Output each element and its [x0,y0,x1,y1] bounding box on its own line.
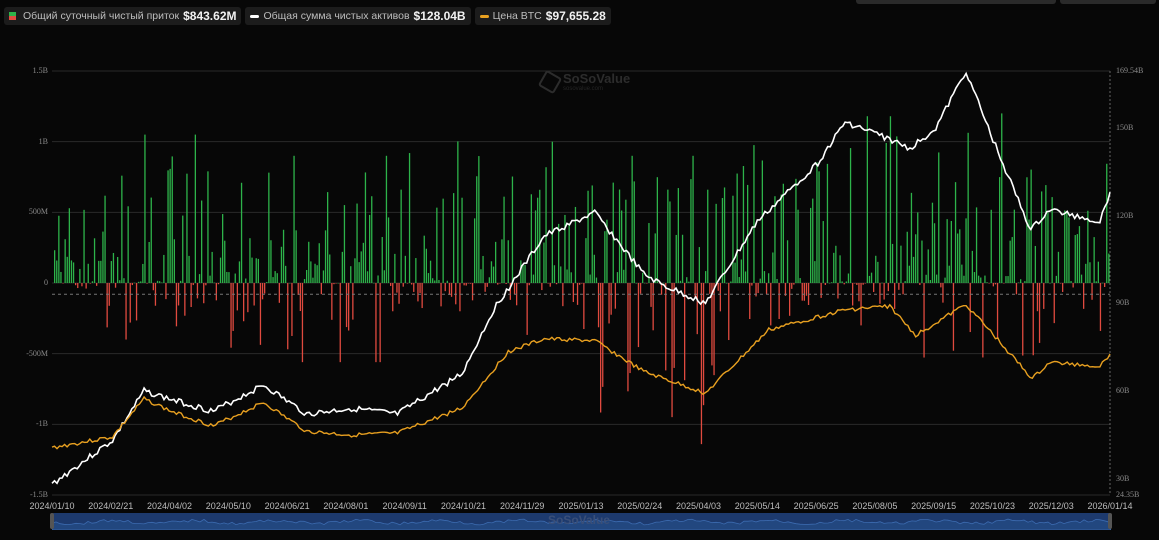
x-axis-tick: 2024/08/01 [323,501,369,511]
btc-price-line [51,303,1111,450]
right-axis-tick: 169.54B [1116,66,1144,75]
legend-label: Цена BTC [492,10,542,22]
left-axis-tick: -500M [26,348,48,358]
legend-item-daily-inflow[interactable]: Общий суточный чистый приток $843.62M [4,7,242,25]
x-axis-tick: 2025/12/03 [1028,501,1074,511]
legend-value: $843.62M [183,9,237,23]
legend-item-net-assets[interactable]: Общая сумма чистых активов $128.04B [245,7,471,25]
left-axis-tick: -1B [36,419,48,429]
watermark-logo-small: SoSoValue [548,513,611,527]
navigator-left-handle[interactable] [50,513,54,529]
left-axis-tick: 500M [28,207,48,217]
legend-label: Общий суточный чистый приток [23,10,180,22]
net-assets-line [51,71,1111,485]
x-axis-tick: 2025/05/14 [734,501,780,511]
line-icon [250,14,260,18]
x-axis-tick: 2025/04/03 [676,501,722,511]
left-axis-tick: 1.5B [32,66,48,75]
right-axis-tick: 90B [1116,298,1130,308]
x-axis-tick: 2026/01/14 [1087,501,1133,511]
right-axis-tick: 60B [1116,385,1130,395]
right-axis-tick: 30B [1116,473,1130,483]
x-axis-tick: 2025/01/13 [558,501,604,511]
legend-value: $128.04B [413,9,466,23]
x-axis-tick: 2025/08/05 [852,501,898,511]
right-axis-tick: 24.35B [1116,490,1140,499]
navigator-right-handle[interactable] [1108,513,1112,529]
legend-item-btc-price[interactable]: Цена BTC $97,655.28 [474,7,611,25]
line-icon [479,14,489,18]
right-axis-tick: 150B [1116,123,1134,133]
x-axis-tick: 2025/09/15 [911,501,957,511]
x-axis-tick: 2025/10/23 [969,501,1015,511]
x-axis-tick: 2024/04/02 [147,501,193,511]
x-axis-tick: 2024/02/21 [88,501,134,511]
bar-icon [9,12,16,20]
chart-legend: Общий суточный чистый приток $843.62M Об… [4,7,611,25]
left-axis-tick: -1.5B [30,490,48,499]
x-axis-tick: 2024/10/21 [440,501,486,511]
x-axis-tick: 2024/05/10 [205,501,251,511]
x-axis-tick: 2024/09/11 [382,501,427,511]
x-axis-tick: 2024/06/21 [264,501,310,511]
top-toolbar-button-2[interactable] [1060,0,1156,4]
range-navigator[interactable] [52,513,1111,530]
x-axis-tick: 2024/11/29 [500,501,545,511]
x-axis-tick: 2025/02/24 [617,501,663,511]
x-axis-tick: 2024/01/10 [29,501,75,511]
legend-value: $97,655.28 [545,9,606,23]
watermark-logo: SoSoValue sosovalue.com [537,69,630,94]
top-toolbar-button-1[interactable] [856,0,1056,4]
right-axis-tick: 120B [1116,210,1134,220]
left-axis-tick: 1B [38,136,48,146]
legend-label: Общая сумма чистых активов [263,10,410,22]
x-axis-tick: 2025/06/25 [793,501,839,511]
left-axis-tick: 0 [44,278,48,287]
